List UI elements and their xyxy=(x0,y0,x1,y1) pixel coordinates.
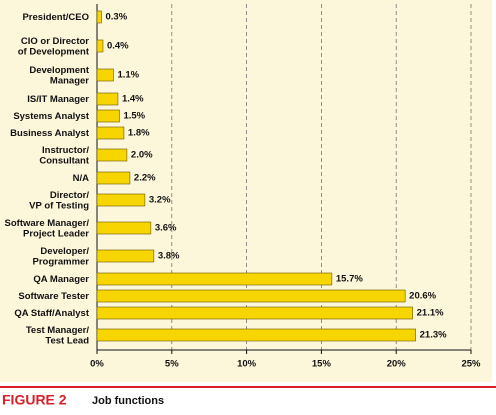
y-tick-label: Business Analyst xyxy=(10,128,90,139)
y-tick-label: Test Manager/Test Lead xyxy=(26,324,90,346)
y-tick-label: IS/IT Manager xyxy=(27,94,89,105)
value-label: 3.6% xyxy=(155,223,177,234)
value-label: 1.1% xyxy=(117,70,139,81)
value-label: 2.2% xyxy=(134,173,156,184)
y-tick-label-line: Instructor/ xyxy=(42,144,89,155)
y-tick-label: QA Staff/Analyst xyxy=(14,308,89,319)
bar xyxy=(96,92,119,106)
y-tick-label-line: Project Leader xyxy=(23,228,89,239)
bar xyxy=(96,221,152,235)
y-tick-label-line: Development xyxy=(29,64,89,75)
y-tick-label-line: N/A xyxy=(73,173,90,184)
value-label: 3.2% xyxy=(149,195,171,206)
y-tick-label-line: IS/IT Manager xyxy=(27,94,89,105)
bar xyxy=(96,126,125,140)
y-tick-label-line: QA Manager xyxy=(33,274,89,285)
y-tick-label: President/CEO xyxy=(22,12,89,23)
value-label: 21.1% xyxy=(417,308,444,319)
y-tick-label-line: Director/ xyxy=(50,189,89,200)
y-tick-label-line: Programmer xyxy=(33,256,90,267)
bar xyxy=(96,68,114,82)
value-label: 1.8% xyxy=(128,128,150,139)
bar xyxy=(96,39,104,53)
x-tick-label: 0% xyxy=(90,359,104,370)
y-tick-label-line: Test Manager/ xyxy=(26,324,90,335)
bar xyxy=(96,328,416,342)
bar xyxy=(96,171,131,185)
y-tick-label: Systems Analyst xyxy=(13,111,90,122)
y-tick-label: Developer/Programmer xyxy=(33,245,90,267)
x-tick-label: 5% xyxy=(165,359,179,370)
y-tick-label-line: Manager xyxy=(50,75,89,86)
value-label: 20.6% xyxy=(409,291,436,302)
y-tick-label-line: Software Tester xyxy=(18,291,89,302)
value-label: 1.4% xyxy=(122,94,144,105)
y-tick-label: Development Manager xyxy=(29,64,89,86)
y-tick-label: Software Tester xyxy=(18,291,89,302)
bar xyxy=(96,249,155,263)
y-tick-label-line: VP of Testing xyxy=(29,200,89,211)
value-label: 1.5% xyxy=(123,111,145,122)
x-tick-label: 10% xyxy=(237,359,257,370)
y-tick-label-line: Consultant xyxy=(39,155,89,166)
y-tick-label-line: QA Staff/Analyst xyxy=(14,308,89,319)
y-tick-label: CIO or Director of Development xyxy=(18,35,90,57)
y-tick-label-line: President/CEO xyxy=(22,12,89,23)
value-label: 0.3% xyxy=(105,12,127,23)
y-tick-label-line: CIO or Director xyxy=(21,35,89,46)
y-tick-label: QA Manager xyxy=(33,274,89,285)
y-tick-label-line: of Development xyxy=(18,46,90,57)
x-tick-label: 25% xyxy=(461,359,481,370)
value-label: 0.4% xyxy=(107,41,129,52)
bar xyxy=(96,289,406,303)
y-tick-label-line: Test Lead xyxy=(45,335,89,346)
bar xyxy=(96,306,413,320)
y-tick-label: N/A xyxy=(73,173,90,184)
y-tick-label: Instructor/Consultant xyxy=(39,144,89,166)
bar xyxy=(96,193,146,207)
bar xyxy=(96,10,102,24)
figure-label: FIGURE 2 xyxy=(2,392,67,408)
value-label: 3.8% xyxy=(158,251,180,262)
y-tick-label-line: Software Manager/ xyxy=(5,217,90,228)
y-tick-label-line: Business Analyst xyxy=(10,128,90,139)
y-tick-label: Director/VP of Testing xyxy=(29,189,89,211)
value-label: 15.7% xyxy=(336,274,363,285)
y-tick-label-line: Developer/ xyxy=(40,245,89,256)
bar xyxy=(96,272,333,286)
y-tick-label-line: Systems Analyst xyxy=(13,111,90,122)
x-tick-label: 15% xyxy=(312,359,332,370)
caption: Job functions xyxy=(92,395,164,407)
bar xyxy=(96,109,120,123)
x-tick-label: 20% xyxy=(387,359,407,370)
value-label: 21.3% xyxy=(420,330,447,341)
bar xyxy=(96,148,128,162)
y-tick-label: Software Manager/Project Leader xyxy=(5,217,90,239)
value-label: 2.0% xyxy=(131,150,153,161)
